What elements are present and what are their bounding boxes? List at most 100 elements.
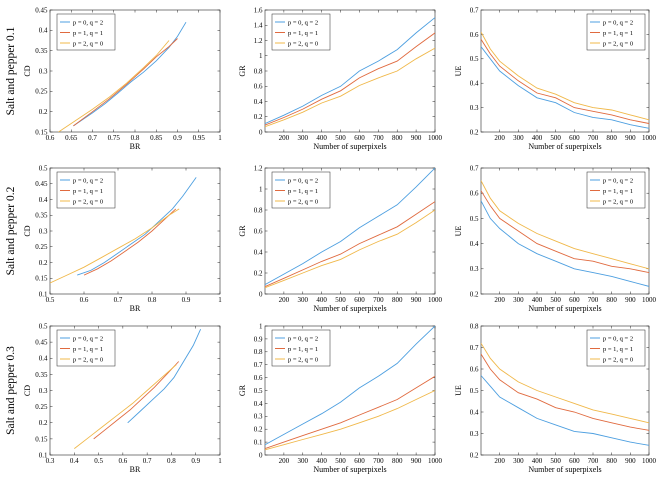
series-line	[83, 208, 177, 276]
x-tick-label: 0.85	[150, 134, 163, 142]
y-tick-label: 0.25	[35, 88, 48, 96]
y-tick-label: 0	[259, 290, 263, 298]
series-line	[481, 180, 649, 270]
y-tick-label: 0.45	[35, 6, 48, 14]
x-axis-label: BR	[130, 465, 141, 474]
series-line	[265, 47, 435, 128]
legend-label: p = 2, q = 0	[603, 40, 633, 47]
subplot: 0.6 0.65 0.7 0.75 0.8 0.85 0.9 0.95 1 0.15 0.2 0.25…	[23, 6, 222, 151]
row-label: Salt and pepper 0.1	[5, 26, 17, 115]
x-tick-label: 500	[335, 457, 346, 465]
x-tick-label: 0.5	[46, 296, 55, 304]
x-axis-label: Number of superpixels	[313, 142, 386, 151]
legend-label: p = 0, q = 2	[603, 335, 633, 342]
x-tick-label: 1000	[428, 134, 443, 142]
y-axis-label: CD	[23, 225, 32, 236]
series-line	[265, 390, 435, 451]
y-tick-label: 0.2	[254, 269, 263, 277]
legend: p = 0, q = 2 p = 1, q = 1 p = 2, q = 0	[586, 329, 646, 367]
x-tick-label: 0.7	[88, 134, 97, 142]
y-tick-label: 0.8	[254, 67, 263, 75]
x-tick-label: 600	[569, 134, 580, 142]
y-tick-label: 0.7	[470, 164, 479, 172]
x-tick-label: 600	[354, 296, 365, 304]
x-tick-label: 800	[606, 457, 617, 465]
x-tick-label: 0.8	[167, 457, 176, 465]
y-tick-label: 0.6	[254, 227, 263, 235]
x-tick-label: 300	[513, 296, 524, 304]
x-tick-label: 700	[373, 457, 384, 465]
legend-label: p = 0, q = 2	[73, 19, 103, 26]
y-tick-label: 0.3	[470, 265, 479, 273]
series-line	[73, 21, 187, 127]
subplot: 0.3 0.4 0.5 0.6 0.7 0.8 0.9 1 0.1 0.15 0.2 0.25 0.3 0…	[23, 322, 222, 474]
legend-label: p = 2, q = 0	[73, 198, 103, 205]
y-tick-label: 0.6	[470, 190, 479, 198]
x-tick-label: 800	[606, 296, 617, 304]
x-tick-label: 0.7	[143, 457, 152, 465]
y-tick-label: 0.4	[39, 196, 48, 204]
y-tick-label: 0.5	[470, 387, 479, 395]
x-tick-label: 500	[550, 296, 561, 304]
legend-label: p = 1, q = 1	[288, 30, 318, 37]
y-tick-label: 0.7	[254, 361, 263, 369]
x-tick-label: 0.9	[173, 134, 182, 142]
x-tick-label: 900	[625, 134, 636, 142]
y-tick-label: 1.4	[254, 22, 263, 30]
y-tick-label: 0	[259, 128, 263, 136]
y-tick-label: 0.8	[254, 348, 263, 356]
x-tick-label: 500	[335, 134, 346, 142]
legend-label: p = 1, q = 1	[288, 188, 318, 195]
x-tick-label: 200	[279, 457, 290, 465]
x-tick-label: 1	[218, 134, 222, 142]
y-tick-label: 0.7	[470, 6, 479, 14]
y-tick-label: 0.4	[470, 80, 479, 88]
y-tick-label: 0.7	[470, 344, 479, 352]
x-axis-label: Number of superpixels	[528, 465, 601, 474]
legend-label: p = 2, q = 0	[73, 40, 103, 47]
y-tick-label: 0.5	[39, 322, 48, 330]
series-line	[58, 40, 170, 132]
y-tick-label: 0.5	[254, 387, 263, 395]
series-line	[481, 200, 649, 287]
y-tick-label: 0.5	[470, 55, 479, 63]
y-tick-label: 0.4	[470, 408, 479, 416]
x-tick-label: 0.8	[131, 134, 140, 142]
x-tick-label: 800	[392, 296, 403, 304]
x-tick-label: 400	[316, 134, 327, 142]
x-tick-label: 0.95	[193, 134, 206, 142]
x-tick-label: 200	[494, 134, 505, 142]
y-tick-label: 0.9	[254, 335, 263, 343]
legend-label: p = 0, q = 2	[603, 177, 633, 184]
x-tick-label: 1	[218, 457, 222, 465]
y-tick-label: 0.4	[254, 98, 263, 106]
x-tick-label: 0.9	[191, 457, 200, 465]
x-tick-label: 700	[373, 134, 384, 142]
series-line	[481, 31, 649, 121]
x-tick-label: 500	[550, 457, 561, 465]
x-tick-label: 0.6	[118, 457, 127, 465]
series-line	[93, 361, 180, 440]
legend-label: p = 0, q = 2	[288, 19, 318, 26]
y-tick-label: 0.35	[35, 371, 48, 379]
y-tick-label: 0.5	[39, 164, 48, 172]
y-tick-label: 0.1	[39, 290, 48, 298]
legend: p = 0, q = 2 p = 1, q = 1 p = 2, q = 0	[56, 171, 116, 209]
x-tick-label: 1000	[428, 296, 443, 304]
x-tick-label: 0.5	[94, 457, 103, 465]
x-tick-label: 200	[279, 134, 290, 142]
x-tick-label: 400	[532, 296, 543, 304]
legend-label: p = 2, q = 0	[288, 198, 318, 205]
y-tick-label: 0.2	[39, 419, 48, 427]
x-axis-label: Number of superpixels	[528, 142, 601, 151]
x-tick-label: 600	[354, 134, 365, 142]
legend-label: p = 2, q = 0	[603, 198, 633, 205]
series-line	[481, 342, 649, 424]
y-tick-label: 0.45	[35, 339, 48, 347]
x-tick-label: 1000	[642, 296, 657, 304]
subplot: 200 300 400 500 600 700 800 900 1000 0 0.2 0.4 0.6 0.…	[238, 6, 443, 151]
y-axis-label: UE	[454, 226, 463, 237]
series-line	[481, 375, 649, 446]
legend-label: p = 1, q = 1	[603, 30, 633, 37]
